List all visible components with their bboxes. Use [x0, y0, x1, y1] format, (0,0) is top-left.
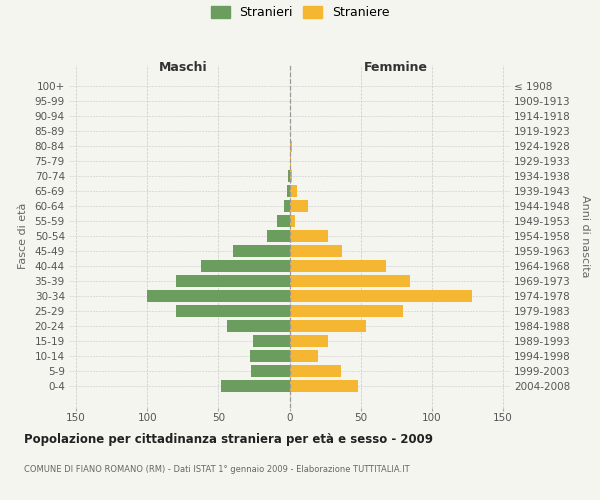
- Bar: [290, 350, 318, 362]
- Bar: [267, 230, 290, 242]
- Bar: [202, 260, 290, 272]
- Bar: [227, 320, 290, 332]
- Bar: [221, 380, 290, 392]
- Text: Popolazione per cittadinanza straniera per età e sesso - 2009: Popolazione per cittadinanza straniera p…: [24, 432, 433, 446]
- Bar: [147, 290, 290, 302]
- Bar: [290, 170, 292, 182]
- Bar: [290, 336, 328, 347]
- Bar: [290, 306, 403, 317]
- Bar: [277, 216, 290, 227]
- Bar: [284, 200, 290, 212]
- Bar: [290, 276, 410, 287]
- Bar: [290, 186, 296, 197]
- Bar: [290, 246, 342, 257]
- Y-axis label: Anni di nascita: Anni di nascita: [580, 195, 590, 278]
- Bar: [287, 186, 290, 197]
- Bar: [290, 200, 308, 212]
- Bar: [290, 366, 341, 377]
- Bar: [290, 156, 291, 167]
- Bar: [290, 260, 386, 272]
- Bar: [290, 140, 292, 152]
- Bar: [176, 276, 290, 287]
- Bar: [290, 230, 328, 242]
- Y-axis label: Fasce di età: Fasce di età: [17, 203, 28, 270]
- Text: COMUNE DI FIANO ROMANO (RM) - Dati ISTAT 1° gennaio 2009 - Elaborazione TUTTITAL: COMUNE DI FIANO ROMANO (RM) - Dati ISTAT…: [24, 466, 410, 474]
- Bar: [288, 170, 290, 182]
- Text: Maschi: Maschi: [158, 62, 207, 74]
- Bar: [290, 320, 367, 332]
- Bar: [251, 366, 290, 377]
- Bar: [253, 336, 290, 347]
- Bar: [290, 380, 358, 392]
- Bar: [233, 246, 290, 257]
- Bar: [250, 350, 290, 362]
- Text: Femmine: Femmine: [364, 62, 428, 74]
- Bar: [176, 306, 290, 317]
- Legend: Stranieri, Straniere: Stranieri, Straniere: [211, 6, 389, 19]
- Bar: [290, 290, 472, 302]
- Bar: [290, 216, 295, 227]
